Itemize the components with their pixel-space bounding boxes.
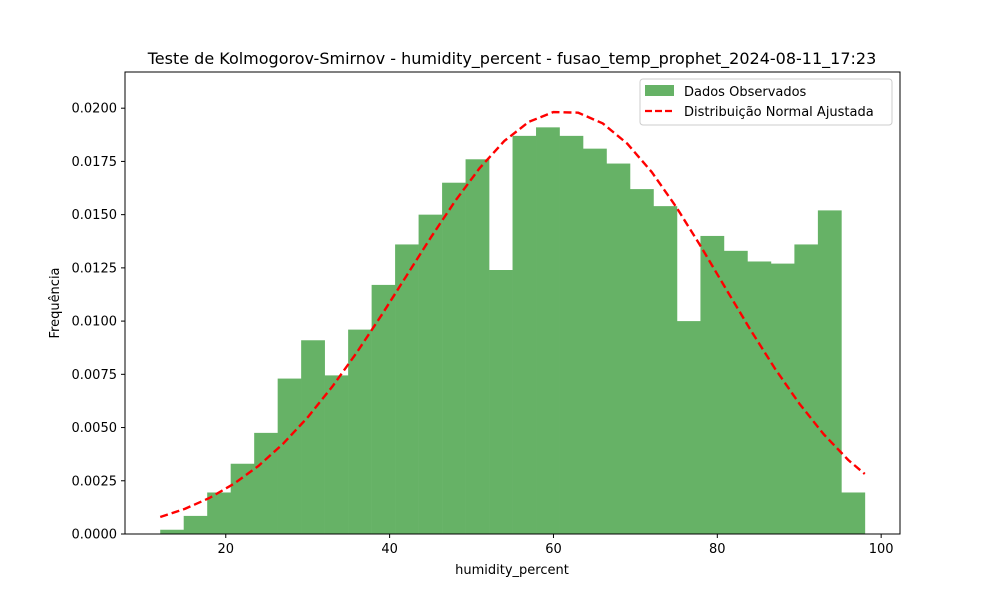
legend-label-fit-line: Distribuição Normal Ajustada [684, 105, 874, 120]
y-tick-label: 0.0100 [72, 315, 118, 330]
histogram-bar [536, 127, 560, 534]
x-tick-label: 60 [545, 542, 562, 557]
histogram-bar [160, 529, 185, 534]
histogram-bar [418, 214, 443, 534]
histogram-bar [489, 270, 513, 534]
x-tick-label: 80 [709, 542, 726, 557]
histogram-bar [207, 492, 231, 534]
histogram-bar [653, 206, 678, 534]
histogram-bar [817, 210, 842, 534]
histogram-bar [512, 135, 537, 534]
histogram-bar [465, 159, 490, 535]
histogram-bar [747, 261, 772, 534]
histogram-bar [230, 463, 255, 534]
histogram-bar [794, 244, 819, 534]
y-tick-label: 0.0200 [72, 102, 118, 117]
x-axis-ticks: 20 40 60 80 100 [217, 534, 894, 557]
y-axis-label: Frequência [48, 267, 63, 338]
fit-line [159, 110, 866, 519]
x-axis-label: humidity_percent [455, 563, 569, 578]
y-tick-label: 0.0000 [72, 528, 118, 543]
histogram-bar [254, 432, 278, 534]
x-tick-label: 40 [381, 542, 398, 557]
fit-line-group [159, 110, 866, 519]
histogram-bar [559, 135, 584, 534]
y-tick-label: 0.0150 [72, 208, 118, 223]
histogram-bar [301, 340, 325, 534]
histogram-bar [700, 235, 725, 534]
y-tick-label: 0.0175 [72, 155, 118, 170]
y-tick-label: 0.0050 [72, 421, 118, 436]
histogram-bar [583, 148, 607, 534]
y-tick-label: 0.0025 [72, 474, 118, 489]
x-tick-label: 100 [869, 542, 894, 557]
histogram-bar [277, 378, 302, 534]
x-tick-label: 20 [217, 542, 234, 557]
histogram-bar [676, 321, 701, 534]
histogram-bar [606, 163, 631, 535]
legend-box [639, 78, 893, 126]
histogram-bars [160, 127, 866, 535]
y-tick-label: 0.0125 [72, 261, 118, 276]
y-axis-ticks: 0.0000 0.0025 0.0050 0.0075 0.0100 0.0125 0.01… [72, 102, 125, 543]
histogram-bar [770, 263, 795, 534]
chart-title: Teste de Kolmogorov-Smirnov - humidity_p… [147, 49, 877, 69]
histogram-bar [371, 284, 396, 534]
histogram-bar [841, 492, 866, 534]
y-tick-label: 0.0075 [72, 368, 118, 383]
legend: Dados Observados Distribuição Normal Aju… [639, 78, 893, 126]
legend-label-histogram: Dados Observados [684, 85, 807, 100]
histogram-bar [324, 375, 349, 534]
histogram-bar [395, 244, 419, 534]
histogram-bar [348, 329, 372, 534]
legend-swatch-histogram [645, 85, 674, 96]
histogram-bar [183, 515, 208, 534]
histogram-bar [629, 189, 654, 534]
histogram-bar [723, 250, 748, 534]
histogram-bar [442, 182, 466, 534]
plot-frame [124, 71, 901, 535]
